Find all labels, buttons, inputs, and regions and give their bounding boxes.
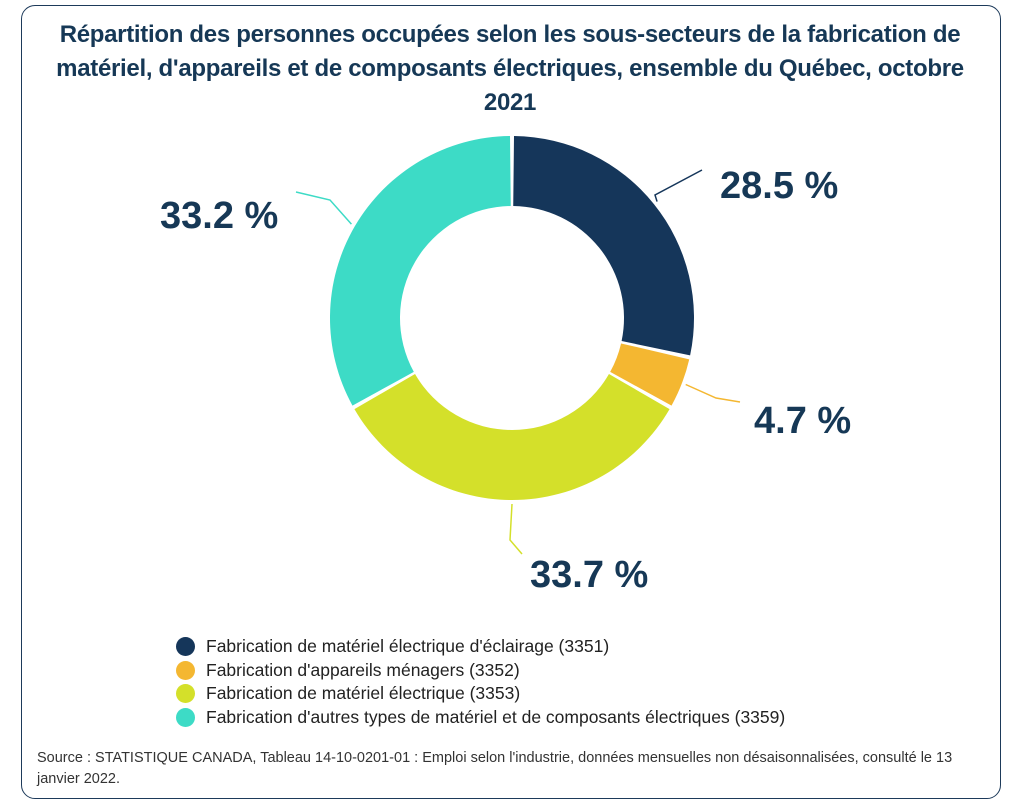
legend-item: Fabrication de matériel électrique (3353… (176, 682, 785, 706)
leader-line (654, 169, 703, 202)
chart-title: Répartition des personnes occupées selon… (56, 21, 964, 116)
legend-swatch-icon (176, 637, 195, 657)
leader-line (685, 383, 741, 403)
leader-line (295, 191, 352, 225)
legend-label: Fabrication d'appareils ménagers (3352) (206, 659, 520, 680)
data-label-1: 4.7 % (754, 400, 851, 442)
donut-slice (354, 374, 670, 500)
source-note: Source : STATISTIQUE CANADA, Tableau 14-… (37, 750, 953, 787)
data-label-3: 33.2 % (160, 195, 278, 237)
legend-label: Fabrication de matériel électrique (3353… (206, 683, 521, 704)
legend-swatch-icon (176, 660, 195, 680)
donut-slice (610, 343, 690, 406)
donut-slice (513, 136, 694, 356)
legend: Fabrication de matériel électrique d'écl… (176, 635, 785, 729)
donut-slice (330, 136, 511, 406)
legend-label: Fabrication de matériel électrique d'écl… (206, 636, 610, 657)
legend-item: Fabrication d'appareils ménagers (3352) (176, 659, 785, 683)
legend-swatch-icon (176, 684, 195, 704)
legend-swatch-icon (176, 707, 195, 727)
leader-line (509, 503, 523, 555)
legend-label: Fabrication d'autres types de matériel e… (206, 706, 786, 727)
data-label-2: 33.7 % (530, 554, 648, 596)
legend-item: Fabrication d'autres types de matériel e… (176, 706, 785, 730)
legend-item: Fabrication de matériel électrique d'écl… (176, 635, 785, 659)
data-label-0: 28.5 % (720, 165, 838, 207)
